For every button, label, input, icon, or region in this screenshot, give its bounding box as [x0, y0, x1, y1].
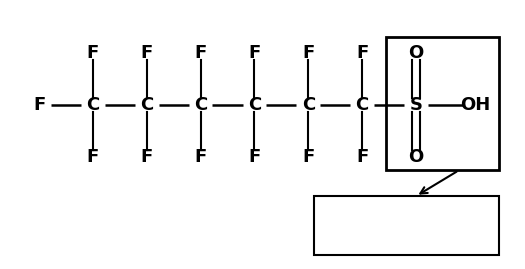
Text: F: F [87, 44, 99, 62]
Text: Functional group:: Functional group: [346, 209, 467, 223]
Text: C: C [355, 96, 369, 114]
Text: S: S [410, 96, 423, 114]
Text: F: F [302, 44, 314, 62]
Text: C: C [86, 96, 100, 114]
Text: OH: OH [460, 96, 490, 114]
Text: F: F [194, 44, 207, 62]
Text: F: F [302, 148, 314, 166]
Text: C: C [140, 96, 153, 114]
Text: F: F [141, 148, 153, 166]
Text: Sulfonic acid: Sulfonic acid [356, 228, 457, 242]
Text: F: F [356, 148, 368, 166]
Text: F: F [248, 44, 260, 62]
Text: O: O [408, 44, 424, 62]
Text: C: C [248, 96, 261, 114]
Text: F: F [141, 44, 153, 62]
Text: O: O [408, 148, 424, 166]
Text: F: F [194, 148, 207, 166]
Text: C: C [302, 96, 315, 114]
Text: F: F [33, 96, 45, 114]
Text: F: F [248, 148, 260, 166]
Text: F: F [356, 44, 368, 62]
Text: F: F [87, 148, 99, 166]
Bar [386, 37, 499, 170]
FancyArrowPatch shape [421, 172, 457, 194]
Bar [313, 196, 499, 255]
Text: C: C [194, 96, 207, 114]
